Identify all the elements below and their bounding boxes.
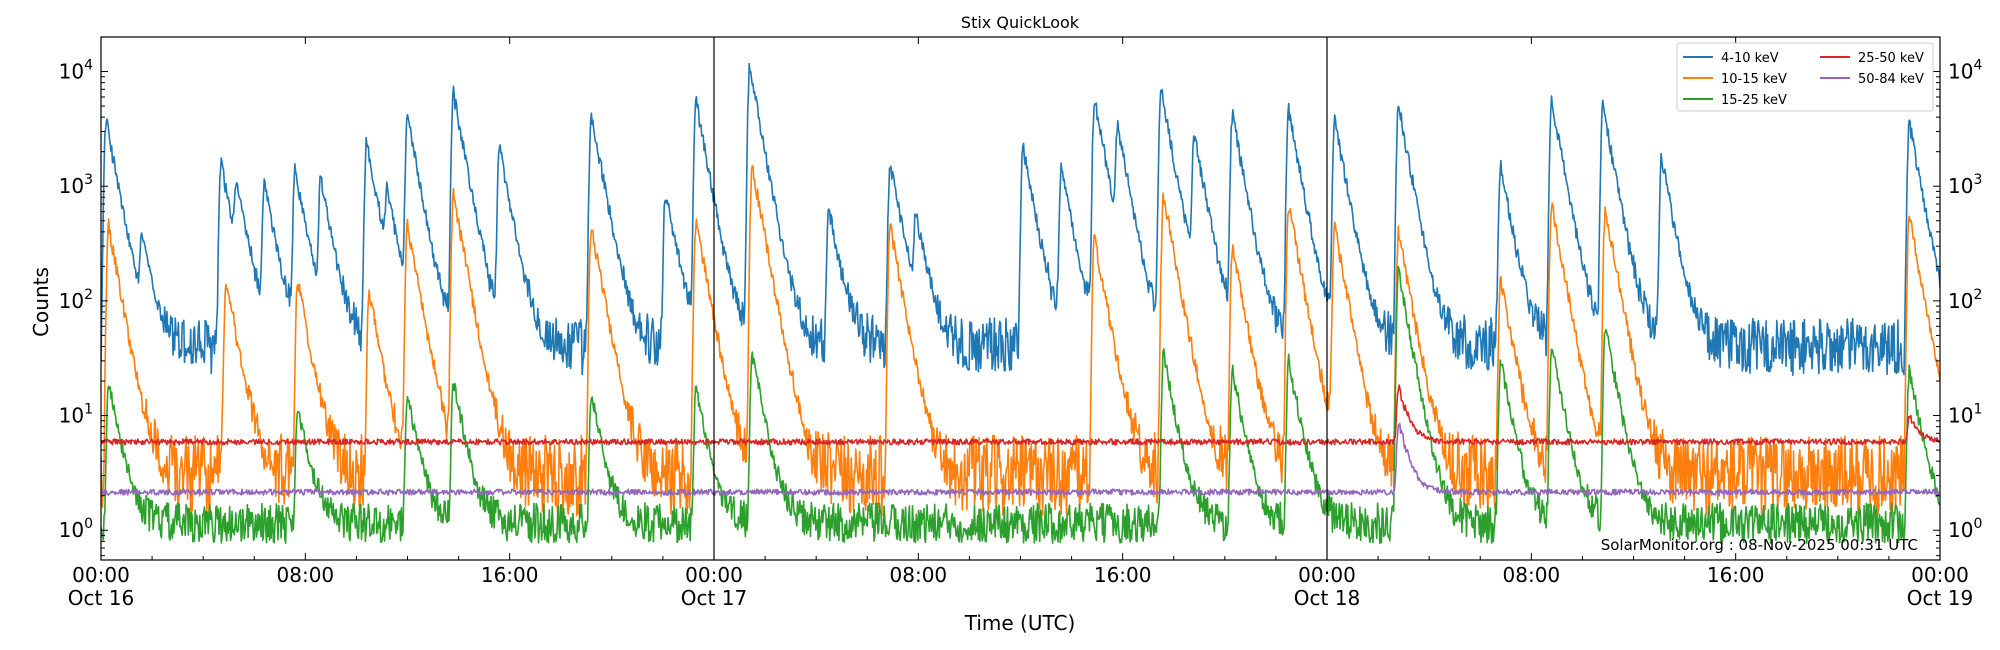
- series-line-10-15-kev: [101, 165, 1940, 517]
- y-tick-label-right: 102: [1948, 287, 1982, 313]
- x-tick-label: 08:00: [277, 563, 335, 587]
- chart-title: Stix QuickLook: [961, 13, 1080, 32]
- x-tick-date-label: Oct 19: [1907, 586, 1973, 610]
- x-tick-label: 00:00: [72, 563, 130, 587]
- legend-label: 15-25 keV: [1721, 93, 1787, 108]
- y-tick-label-left: 102: [59, 287, 93, 313]
- legend-label: 4-10 keV: [1721, 51, 1779, 66]
- y-tick-label-left: 104: [59, 58, 93, 84]
- x-tick-label: 00:00: [685, 563, 743, 587]
- y-tick-label-right: 104: [1948, 58, 1982, 84]
- x-tick-label: 08:00: [1503, 563, 1561, 587]
- x-tick-date-label: Oct 17: [681, 586, 747, 610]
- y-axis-label: Counts: [29, 267, 53, 337]
- x-tick-label: 00:00: [1298, 563, 1356, 587]
- series-line-25-50-kev: [101, 384, 1940, 446]
- legend-label: 50-84 keV: [1858, 72, 1924, 87]
- x-tick-label: 08:00: [890, 563, 948, 587]
- series-layer: [101, 62, 1940, 544]
- y-tick-label-right: 103: [1948, 172, 1982, 198]
- legend: 4-10 keV 10-15 keV 15-25 keV 25-50 keV 50-84…: [1676, 42, 1934, 112]
- series-line-50-84-kev: [101, 422, 1940, 496]
- x-tick-label: 16:00: [1094, 563, 1152, 587]
- x-tick-date-label: Oct 16: [68, 586, 134, 610]
- y-tick-label-left: 101: [59, 402, 93, 428]
- y-tick-label-left: 100: [59, 516, 93, 542]
- x-tick-date-label: Oct 18: [1294, 586, 1360, 610]
- y-tick-label-left: 103: [59, 172, 93, 198]
- legend-label: 25-50 keV: [1858, 51, 1924, 66]
- x-tick-label: 16:00: [1707, 563, 1765, 587]
- series-line-4-10-kev: [101, 62, 1940, 376]
- y-tick-label-right: 100: [1948, 516, 1982, 542]
- legend-label: 10-15 keV: [1721, 72, 1787, 87]
- x-tick-label: 00:00: [1911, 563, 1969, 587]
- series-line-15-25-kev: [101, 265, 1940, 544]
- y-tick-label-right: 101: [1948, 402, 1982, 428]
- legend-box: [1676, 42, 1934, 112]
- timestamp-annotation: SolarMonitor.org : 08-Nov-2025 00:31 UTC: [1601, 536, 1918, 554]
- x-tick-label: 16:00: [481, 563, 539, 587]
- x-axis-label: Time (UTC): [964, 611, 1076, 635]
